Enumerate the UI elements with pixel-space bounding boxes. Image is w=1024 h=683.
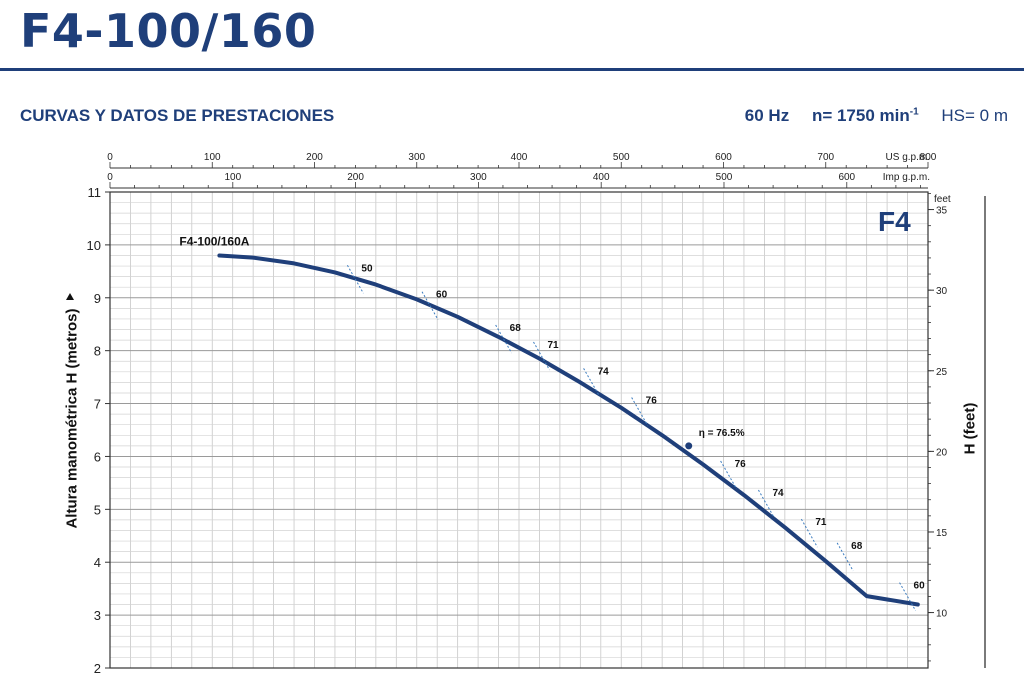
efficiency-label: 71 [547, 340, 559, 351]
efficiency-label: 50 [361, 263, 373, 274]
efficiency-tick [899, 582, 916, 611]
plot-frame [109, 191, 929, 669]
efficiency-label: 68 [851, 541, 863, 552]
efficiency-label: 74 [598, 366, 610, 377]
y2-tick-label: 30 [936, 286, 948, 297]
y-axis-label: Altura manométrica H (metros) [63, 308, 81, 529]
y2-axis-label: H (feet) [961, 402, 979, 455]
efficiency-tick [800, 518, 818, 548]
y-tick-label: 6 [94, 449, 101, 464]
y-tick-label: 5 [94, 502, 101, 517]
y-tick-label: 7 [94, 397, 101, 412]
x-top-tick-label: 500 [613, 152, 630, 163]
efficiency-label: 74 [772, 488, 784, 499]
frequency-label: 60 Hz [744, 106, 790, 125]
speed-superscript: -1 [909, 106, 919, 118]
y2-tick-label: 10 [936, 609, 948, 620]
x-top-tick-label: 700 [817, 152, 834, 163]
y2-tick-label: 15 [936, 528, 948, 539]
efficiency-label: 71 [815, 517, 827, 528]
x-top-tick-label: 600 [715, 152, 732, 163]
y-tick-label: 2 [94, 661, 101, 676]
x-top-tick-label: 400 [511, 152, 528, 163]
efficiency-tick [836, 542, 854, 572]
x-top-tick-label: 300 [408, 152, 425, 163]
y-tick-label: 10 [87, 238, 101, 253]
y2-tick-label: 35 [936, 206, 948, 217]
y2-unit-label: feet [934, 194, 951, 205]
efficiency-tick [720, 460, 738, 490]
y-tick-label: 3 [94, 608, 101, 623]
x-imp-tick-label: 200 [347, 172, 364, 183]
efficiency-label: 76 [646, 395, 658, 406]
efficiency-tick [758, 489, 775, 519]
series-line [217, 253, 920, 607]
y2-tick-label: 25 [936, 367, 948, 378]
efficiency-label: 60 [436, 290, 448, 301]
efficiency-tick [533, 341, 550, 371]
efficiency-tick [421, 291, 439, 320]
y-tick-label: 11 [88, 185, 102, 200]
efficiency-tick [631, 397, 649, 426]
y-tick-label: 8 [94, 344, 101, 359]
efficiency-label: 76 [735, 459, 747, 470]
efficiency-label: 68 [510, 323, 522, 334]
y2-tick-label: 20 [936, 447, 948, 458]
x-top-tick-label: 100 [204, 152, 221, 163]
x-imp-tick-label: 300 [470, 172, 487, 183]
efficiency-tick [495, 324, 513, 354]
x-top-tick-label: 800 [920, 152, 937, 163]
title-divider [0, 68, 1024, 71]
efficiency-tick [583, 368, 601, 397]
grid-lines [109, 191, 929, 669]
efficiency-tick [346, 265, 364, 294]
series-brand-label: F4 [878, 206, 911, 237]
x-imp-unit-label: Imp g.p.m. [883, 172, 930, 183]
hs-label: HS= 0 m [941, 106, 1008, 125]
x-imp-tick-label: 600 [838, 172, 855, 183]
y-axis-arrow [66, 293, 74, 300]
x-top-tick-label: 200 [306, 152, 323, 163]
y-tick-label: 9 [94, 291, 101, 306]
speed-label: n= 1750 min-1 [811, 106, 919, 125]
x-imp-tick-label: 0 [107, 172, 113, 183]
efficiency-label: 60 [914, 581, 926, 592]
series-label: F4-100/160A [179, 234, 249, 248]
x-top-tick-label: 0 [107, 152, 113, 163]
x-imp-tick-label: 100 [224, 172, 241, 183]
section-title: CURVAS Y DATOS DE PRESTACIONES [20, 106, 335, 125]
bep-point [685, 442, 693, 450]
bep-label: η = 76.5% [699, 428, 745, 439]
y-tick-label: 4 [94, 555, 101, 570]
operating-specs: 60 Hz n= 1750 min-1 HS= 0 m [745, 106, 1008, 126]
x-imp-tick-label: 400 [593, 172, 610, 183]
page-title: F4-100/160 [20, 4, 317, 58]
x-imp-tick-label: 500 [716, 172, 733, 183]
x-top-unit-label: US g.p.m. [886, 152, 930, 163]
